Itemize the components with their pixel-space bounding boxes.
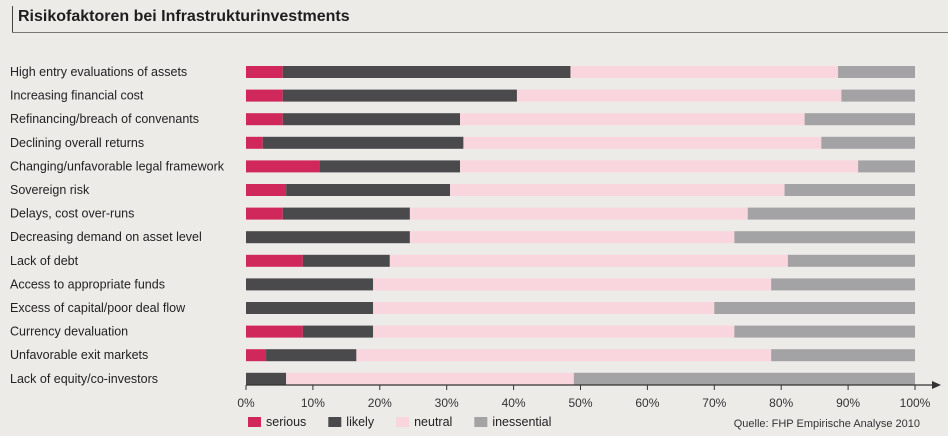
bar-segment-serious (246, 89, 283, 102)
legend-label-likely: likely (346, 415, 375, 429)
legend-swatch-neutral (396, 417, 410, 427)
bar-segment-inessential (841, 89, 915, 102)
bar-segment-likely (246, 302, 374, 314)
x-tick-label: 40% (502, 396, 526, 410)
bar-segment-serious (246, 254, 303, 267)
category-label: Lack of equity/co-investors (10, 372, 158, 386)
x-tick-label: 100% (900, 396, 931, 410)
bar-segment-serious (246, 136, 263, 149)
legend-label-inessential: inessential (492, 415, 551, 429)
bar-segment-likely (282, 113, 461, 126)
legend-label-neutral: neutral (414, 415, 452, 429)
bar-segment-serious (246, 160, 320, 173)
bar-segment-inessential (858, 160, 915, 173)
x-tick-label: 10% (301, 396, 325, 410)
title-rule (12, 6, 13, 32)
legend: serious likely neutral inessential (248, 415, 551, 429)
category-label: Changing/unfavorable legal framework (10, 159, 225, 173)
category-label: Refinancing/breach of convenants (10, 112, 199, 126)
bars (246, 66, 916, 385)
bar-segment-neutral (409, 207, 748, 220)
category-label: Unfavorable exit markets (10, 348, 148, 362)
bar-segment-serious (246, 349, 267, 362)
category-label: High entry evaluations of assets (10, 65, 187, 79)
bar-segment-inessential (784, 184, 916, 196)
bar-segment-likely (246, 278, 374, 291)
legend-swatch-likely (328, 417, 342, 427)
bar-segment-inessential (838, 66, 916, 78)
x-tick-label: 20% (368, 396, 392, 410)
bar-segment-likely (266, 349, 357, 362)
bar-segment-neutral (373, 302, 715, 314)
bar-segment-neutral (463, 136, 822, 149)
bar-segment-inessential (771, 349, 916, 362)
bar-segment-neutral (286, 372, 574, 385)
x-tick-label: 90% (836, 396, 860, 410)
bar-segment-likely (282, 66, 571, 78)
bar-segment-neutral (570, 66, 839, 78)
x-axis: 0% 10% 20% 30% 40% 50% 60% 70% 80% 90% 100% (237, 381, 941, 410)
bar-segment-inessential (821, 136, 915, 149)
legend-label-serious: serious (266, 415, 306, 429)
x-axis-arrow (932, 381, 941, 389)
bar-segment-inessential (734, 231, 915, 244)
bar-segment-likely (246, 372, 287, 385)
category-label: Delays, cost over-runs (10, 207, 134, 221)
bar-segment-likely (302, 254, 390, 267)
bar-segment-likely (262, 136, 464, 149)
category-label: Increasing financial cost (10, 89, 144, 103)
category-label: Lack of debt (10, 254, 79, 268)
bar-segment-inessential (747, 207, 915, 220)
bar-segment-inessential (804, 113, 916, 126)
bar-segment-neutral (450, 184, 785, 196)
bar-segment-neutral (460, 113, 805, 126)
x-tick-label: 60% (635, 396, 659, 410)
bar-segment-likely (282, 207, 410, 220)
legend-swatch-serious (248, 417, 261, 427)
bar-segment-serious (246, 113, 283, 126)
category-label: Excess of capital/poor deal flow (10, 301, 186, 315)
x-tick-label: 0% (237, 396, 255, 410)
bar-segment-inessential (787, 254, 915, 267)
bar-segment-serious (246, 184, 287, 196)
bar-segment-neutral (516, 89, 842, 102)
x-tick-label: 70% (702, 396, 726, 410)
bar-segment-serious (246, 325, 303, 338)
bar-segment-neutral (373, 325, 735, 338)
category-label: Currency devaluation (10, 325, 128, 339)
bar-segment-serious (246, 66, 283, 78)
bar-segment-inessential (714, 302, 915, 314)
source-note: Quelle: FHP Empirische Analyse 2010 (733, 418, 920, 430)
x-tick-label: 80% (769, 396, 793, 410)
bar-segment-serious (246, 207, 283, 220)
category-label: Access to appropriate funds (10, 277, 165, 291)
legend-swatch-inessential (474, 417, 488, 427)
category-label: Sovereign risk (10, 183, 90, 197)
bar-segment-neutral (409, 231, 735, 244)
bar-segment-inessential (573, 372, 915, 385)
bar-segment-neutral (356, 349, 772, 362)
category-label: Decreasing demand on asset level (10, 230, 202, 244)
bar-segment-inessential (734, 325, 915, 338)
x-tick-label: 50% (568, 396, 592, 410)
header-divider (12, 32, 948, 33)
bar-segment-likely (302, 325, 374, 338)
bar-segment-neutral (460, 160, 859, 173)
bar-segment-likely (286, 184, 451, 196)
bar-segment-neutral (373, 278, 772, 291)
x-tick-label: 30% (435, 396, 459, 410)
category-label: Declining overall returns (10, 136, 144, 150)
bar-segment-inessential (771, 278, 916, 291)
chart-title: Risikofaktoren bei Infrastrukturinvestme… (18, 8, 350, 25)
bar-segment-likely (282, 89, 517, 102)
category-labels: High entry evaluations of assets Increasi… (10, 65, 225, 386)
bar-segment-neutral (389, 254, 788, 267)
bar-segment-likely (246, 231, 410, 244)
bar-segment-likely (319, 160, 461, 173)
